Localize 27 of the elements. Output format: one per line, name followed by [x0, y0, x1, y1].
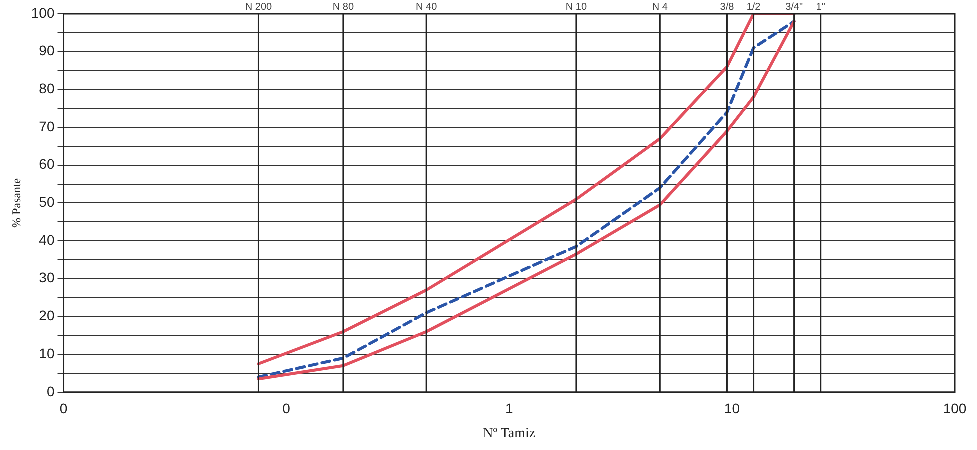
- y-tick-label: 50: [39, 194, 55, 210]
- y-tick-label: 90: [39, 42, 55, 59]
- y-tick-label: 0: [46, 383, 55, 400]
- y-tick-label: 60: [39, 156, 55, 172]
- annotation: 3/4": [786, 2, 804, 13]
- annotation: 3/8: [720, 2, 735, 13]
- x-tick-label: 0: [282, 400, 291, 417]
- y-tick-label: 70: [39, 118, 55, 134]
- annotation: 1/2: [746, 2, 762, 13]
- y-tick-label: 20: [39, 308, 55, 324]
- y-tick-label: 30: [39, 270, 55, 286]
- annotation: 1": [816, 2, 826, 13]
- x-tick-label: 0: [60, 400, 68, 417]
- x-tick-label: 10: [724, 400, 740, 417]
- ref-line-label: N 4: [652, 2, 668, 13]
- ref-line-label: N 40: [416, 2, 438, 13]
- y-tick-label: 10: [39, 345, 55, 362]
- y-tick-label: 80: [39, 80, 55, 97]
- x-tick-label: 1: [505, 400, 514, 417]
- x-tick-label: 100: [943, 400, 967, 417]
- y-axis-title: % Pasante: [9, 178, 24, 228]
- ref-line-label: N 200: [245, 2, 273, 13]
- y-tick-label: 100: [31, 4, 55, 21]
- ref-line-label: N 80: [332, 2, 354, 13]
- x-axis-title: Nº Tamiz: [483, 426, 536, 442]
- y-tick-label: 40: [39, 232, 55, 248]
- ref-line-label: N 10: [566, 2, 588, 13]
